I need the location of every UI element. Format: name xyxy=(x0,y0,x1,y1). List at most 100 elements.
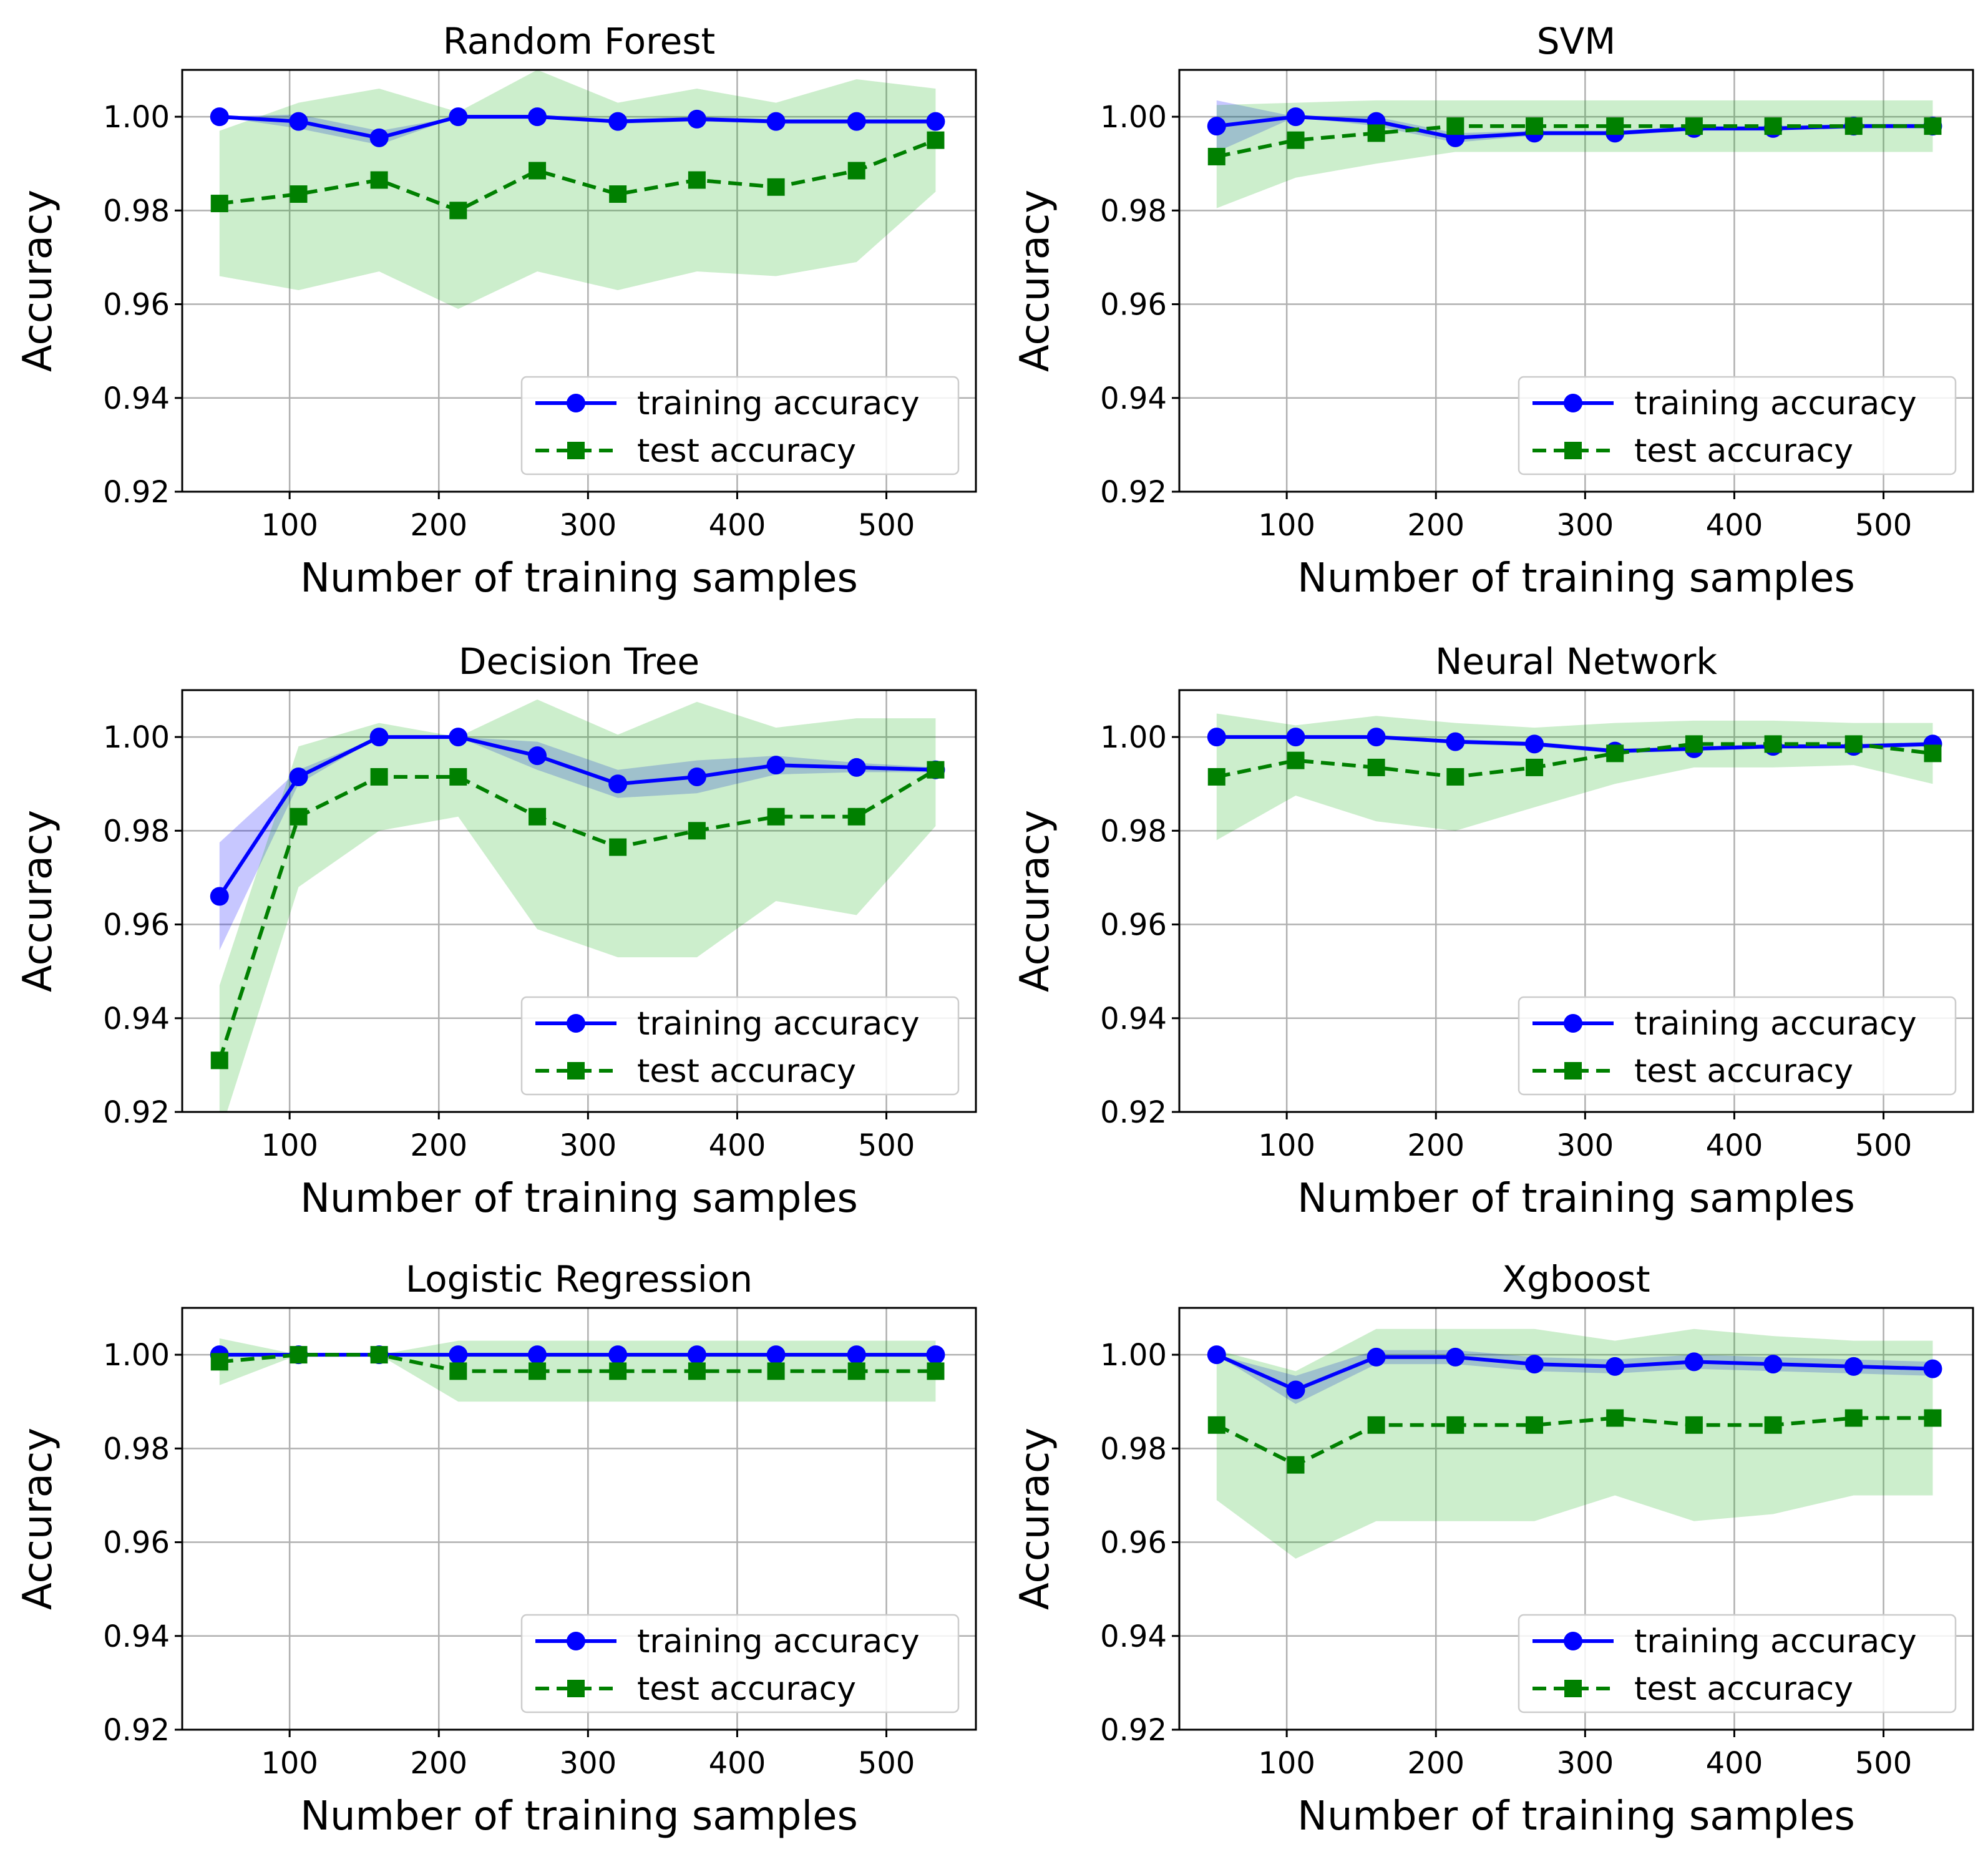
chart-panel-3: 0.92 0.94 0.96 0.98 1.00 100 200 300 400 500 Decis… xyxy=(15,640,977,1222)
y-tick-label: 0.96 xyxy=(1100,1526,1167,1561)
x-tick-label: 300 xyxy=(1557,508,1614,543)
data-point-test xyxy=(927,1362,945,1380)
series-line-test xyxy=(1216,124,1933,158)
series-line-test xyxy=(217,768,937,1061)
legend-box xyxy=(1518,996,1957,1096)
legend-marker-training xyxy=(1564,1632,1582,1650)
data-point-test xyxy=(609,185,627,203)
x-tick-label: 300 xyxy=(1557,1128,1614,1163)
y-tick-label: 0.94 xyxy=(1100,1002,1167,1036)
y-tick-label: 0.94 xyxy=(103,1002,170,1036)
x-tick-label: 100 xyxy=(261,508,318,543)
data-point-training xyxy=(449,728,468,747)
data-point-test xyxy=(1526,117,1544,135)
data-point-test xyxy=(1764,117,1782,135)
y-tick-label: 0.94 xyxy=(103,1619,170,1654)
plot-area xyxy=(1207,100,1942,208)
x-axis-label: Number of training samples xyxy=(1297,1176,1855,1222)
data-point-training xyxy=(847,758,866,777)
data-point-test xyxy=(1287,1456,1305,1474)
data-point-test xyxy=(449,202,467,220)
y-tick-label: 0.94 xyxy=(1100,1619,1167,1654)
data-point-training xyxy=(608,112,628,131)
y-axis-label: Accuracy xyxy=(15,1428,61,1610)
legend-marker-training xyxy=(567,1632,585,1650)
legend-box xyxy=(1518,376,1957,475)
axes-frame xyxy=(181,1307,977,1731)
band-test xyxy=(219,699,936,1112)
data-point-test xyxy=(1367,758,1385,776)
y-tick-label: 1.00 xyxy=(103,1338,170,1373)
legend-marker-test xyxy=(567,442,585,459)
data-point-training xyxy=(449,107,468,127)
data-point-test xyxy=(1924,744,1942,763)
data-point-test xyxy=(370,1346,388,1364)
x-tick-label: 500 xyxy=(1855,508,1912,543)
data-point-training xyxy=(1763,1355,1783,1374)
legend: training accuracy test accuracy xyxy=(520,996,960,1096)
x-tick-label: 300 xyxy=(560,1128,617,1163)
y-tick-label: 0.92 xyxy=(103,1713,170,1748)
chart-title: SVM xyxy=(1537,20,1616,62)
x-tick-label: 400 xyxy=(1706,1746,1763,1781)
data-point-training xyxy=(528,746,547,766)
data-point-test xyxy=(529,162,547,180)
x-tick-label: 200 xyxy=(1407,508,1464,543)
legend-label-training: training accuracy xyxy=(637,385,920,422)
data-point-test xyxy=(1287,751,1305,769)
y-tick-label: 0.96 xyxy=(1100,288,1167,323)
axes-frame xyxy=(1178,689,1974,1113)
y-tick-label: 0.96 xyxy=(103,908,170,943)
legend-marker-test xyxy=(1564,1680,1582,1697)
data-point-training xyxy=(1923,1359,1942,1378)
data-point-training xyxy=(766,1345,786,1365)
legend-label-test: test accuracy xyxy=(637,1670,856,1708)
x-axis-label: Number of training samples xyxy=(300,1793,858,1840)
legend-box xyxy=(520,1614,960,1713)
x-tick-label: 100 xyxy=(1258,1746,1315,1781)
data-point-test xyxy=(767,807,785,826)
data-point-training xyxy=(1286,1380,1305,1400)
data-point-test xyxy=(1367,124,1385,142)
plot-area xyxy=(1207,1328,1942,1559)
y-tick-label: 0.98 xyxy=(1100,1431,1167,1466)
y-tick-label: 0.96 xyxy=(103,1526,170,1561)
x-tick-label: 100 xyxy=(261,1128,318,1163)
data-point-test xyxy=(1446,1416,1464,1434)
x-tick-label: 300 xyxy=(560,508,617,543)
data-point-training xyxy=(847,112,866,131)
y-tick-label: 0.94 xyxy=(1100,381,1167,416)
legend-label-training: training accuracy xyxy=(1634,1005,1917,1043)
chart-panel-4: 0.92 0.94 0.96 0.98 1.00 100 200 300 400 500 Neura… xyxy=(1012,640,1974,1222)
y-tick-label: 0.98 xyxy=(103,1431,170,1466)
y-axis-label: Accuracy xyxy=(1012,810,1058,992)
data-point-training xyxy=(1207,1345,1226,1365)
data-point-test xyxy=(767,178,785,196)
y-tick-label: 0.92 xyxy=(1100,1095,1167,1130)
data-point-training xyxy=(608,774,628,794)
axes-frame xyxy=(1178,1307,1974,1731)
data-point-test xyxy=(927,131,945,149)
x-tick-label: 400 xyxy=(709,1128,766,1163)
chart-panel-5: 0.92 0.94 0.96 0.98 1.00 100 200 300 400 500 Logis… xyxy=(15,1258,977,1840)
data-point-test xyxy=(1764,1416,1782,1434)
data-point-training xyxy=(766,112,786,131)
data-point-training xyxy=(687,1345,706,1365)
x-tick-label: 500 xyxy=(1855,1746,1912,1781)
data-point-test xyxy=(529,1362,547,1380)
data-point-test xyxy=(927,761,945,779)
chart-panel-1: 0.92 0.94 0.96 0.98 1.00 100 200 300 400 500 Rando… xyxy=(15,20,977,602)
legend-box xyxy=(1518,1614,1957,1713)
data-point-test xyxy=(609,1362,627,1380)
data-point-training xyxy=(528,107,547,127)
data-point-test xyxy=(1606,1409,1624,1427)
data-point-test xyxy=(210,195,228,213)
y-tick-label: 0.96 xyxy=(1100,908,1167,943)
series-line-training xyxy=(1216,735,1933,753)
data-point-training xyxy=(449,1345,468,1365)
data-point-test xyxy=(1207,768,1225,786)
data-point-test xyxy=(1207,147,1225,165)
data-point-test xyxy=(847,162,865,180)
y-tick-label: 0.92 xyxy=(1100,1713,1167,1748)
